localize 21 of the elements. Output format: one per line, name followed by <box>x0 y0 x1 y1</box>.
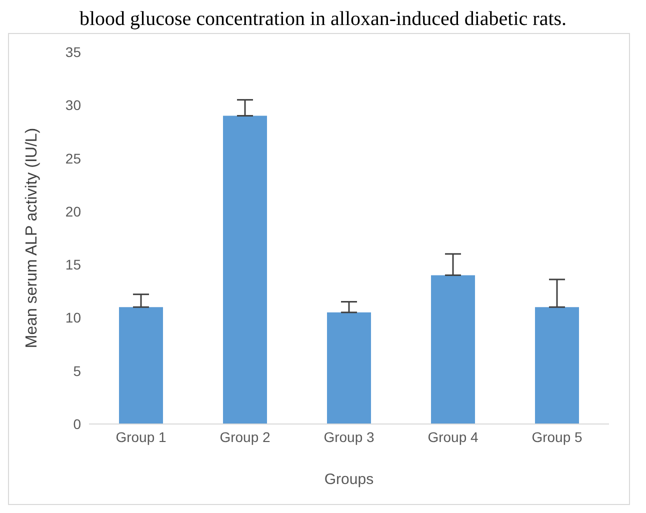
x-tick-label: Group 4 <box>428 428 479 445</box>
y-tick-label: 35 <box>65 44 82 60</box>
chart-title: blood glucose concentration in alloxan-induced diabetic rats. <box>78 8 568 31</box>
y-axis-title: Mean serum ALP activity (IU/L) <box>24 128 41 348</box>
bar <box>431 275 475 424</box>
x-tick-label: Group 3 <box>324 428 375 445</box>
y-tick-label: 5 <box>73 362 82 379</box>
bar <box>119 307 163 424</box>
y-tick-label: 10 <box>65 310 82 326</box>
bar <box>223 116 267 424</box>
x-axis-title: Groups <box>324 471 374 488</box>
y-tick-label: 25 <box>65 150 82 166</box>
x-tick-label: Group 1 <box>116 428 167 445</box>
x-tick-label: Group 5 <box>532 428 583 445</box>
x-tick-label: Group 2 <box>220 428 271 445</box>
y-tick-label: 15 <box>65 256 82 273</box>
y-tick-label: 20 <box>65 203 82 220</box>
bar <box>535 307 579 424</box>
y-tick-label: 0 <box>73 416 82 432</box>
bar <box>327 312 371 424</box>
y-tick-label: 30 <box>65 97 82 114</box>
